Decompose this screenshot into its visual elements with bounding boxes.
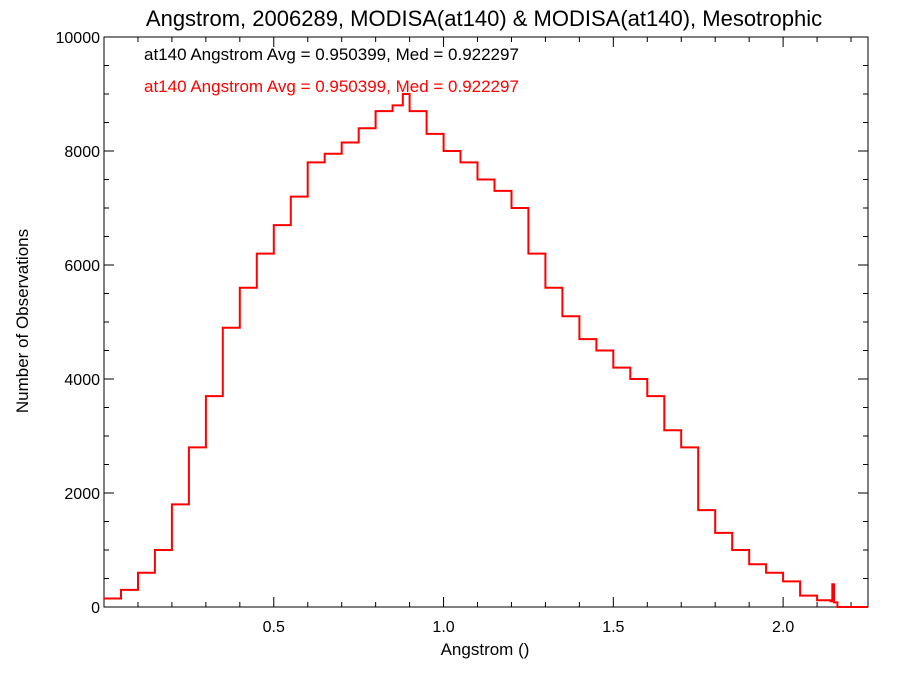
chart-title: Angstrom, 2006289, MODISA(at140) & MODIS…: [146, 6, 822, 31]
annotation-black: at140 Angstrom Avg = 0.950399, Med = 0.9…: [144, 45, 519, 64]
x-tick-label: 1.5: [602, 619, 624, 636]
x-tick-label: 2.0: [772, 619, 794, 636]
y-tick-label: 2000: [64, 486, 100, 503]
y-tick-label: 6000: [64, 258, 100, 275]
y-tick-label: 10000: [56, 30, 101, 47]
y-axis-label: Number of Observations: [13, 229, 32, 413]
x-tick-label: 1.0: [432, 619, 454, 636]
annotation-red: at140 Angstrom Avg = 0.950399, Med = 0.9…: [144, 77, 519, 96]
x-tick-label: 0.5: [263, 619, 285, 636]
plot-frame: [103, 36, 869, 608]
y-tick-label: 0: [91, 600, 100, 617]
y-tick-label: 8000: [64, 144, 100, 161]
y-tick-label: 4000: [64, 372, 100, 389]
histogram-series-line: [104, 93, 868, 608]
x-axis-label: Angstrom (): [441, 640, 530, 659]
